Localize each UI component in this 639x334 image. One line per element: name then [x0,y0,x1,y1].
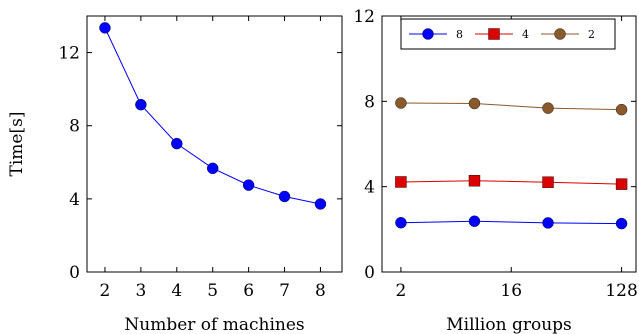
data-point [395,97,407,109]
y-tick-label: 12 [353,7,375,27]
data-point [99,22,111,34]
data-point [542,176,554,188]
data-point [171,137,183,150]
x-tick-label: 5 [207,281,218,301]
data-point [395,176,407,188]
legend-marker [422,28,434,40]
x-tick-label: 6 [243,281,254,301]
y-tick-label: 4 [364,178,375,198]
data-point [468,174,481,187]
x-tick-label: 16 [500,281,522,301]
series-line-2 [400,102,622,111]
right-chart: 0 4 8 12 2 16 128 Million groups 8 4 2 [353,7,637,334]
data-point [395,217,407,229]
data-point [542,102,554,114]
data-point [242,179,255,191]
x-tick-label: 4 [171,281,182,301]
plot-frame [86,15,343,273]
data-point [468,215,481,227]
y-tick-label: 8 [69,117,80,137]
legend-marker [488,28,500,40]
x-tick-label: 2 [100,281,111,301]
legend-label: 8 [456,28,463,41]
legend-label: 4 [522,28,529,41]
data-point [278,190,291,203]
x-tick-label: 3 [135,281,146,301]
plot-frame [381,15,637,273]
data-point [314,198,327,210]
data-point [615,217,628,230]
data-point [542,217,554,229]
legend-label: 2 [588,28,595,41]
data-point [135,98,147,111]
x-tick-label: 8 [315,281,326,301]
y-tick-label: 0 [364,263,375,283]
data-point [468,97,481,110]
x-axis-label: Number of machines [124,315,304,334]
data-point [615,103,628,116]
legend-marker [554,28,566,40]
y-axis-label: Time[s] [7,112,27,177]
y-tick-label: 8 [364,92,375,112]
legend: 8 4 2 [400,18,616,50]
x-tick-label: 128 [605,281,637,301]
series-line-4 [400,180,622,185]
data-point [615,178,628,190]
series-line-1 [104,27,321,205]
y-tick-label: 0 [69,263,80,283]
x-tick-label: 2 [396,281,407,301]
data-point [207,162,219,175]
y-tick-label: 12 [58,44,80,64]
series-line-8 [400,220,622,225]
y-tick-label: 4 [69,190,80,210]
left-chart: 0 4 8 12 2 3 4 5 6 7 8 Number of machines Time[s] [7,15,343,334]
x-axis-label: Million groups [446,315,572,334]
x-tick-label: 7 [279,281,290,301]
